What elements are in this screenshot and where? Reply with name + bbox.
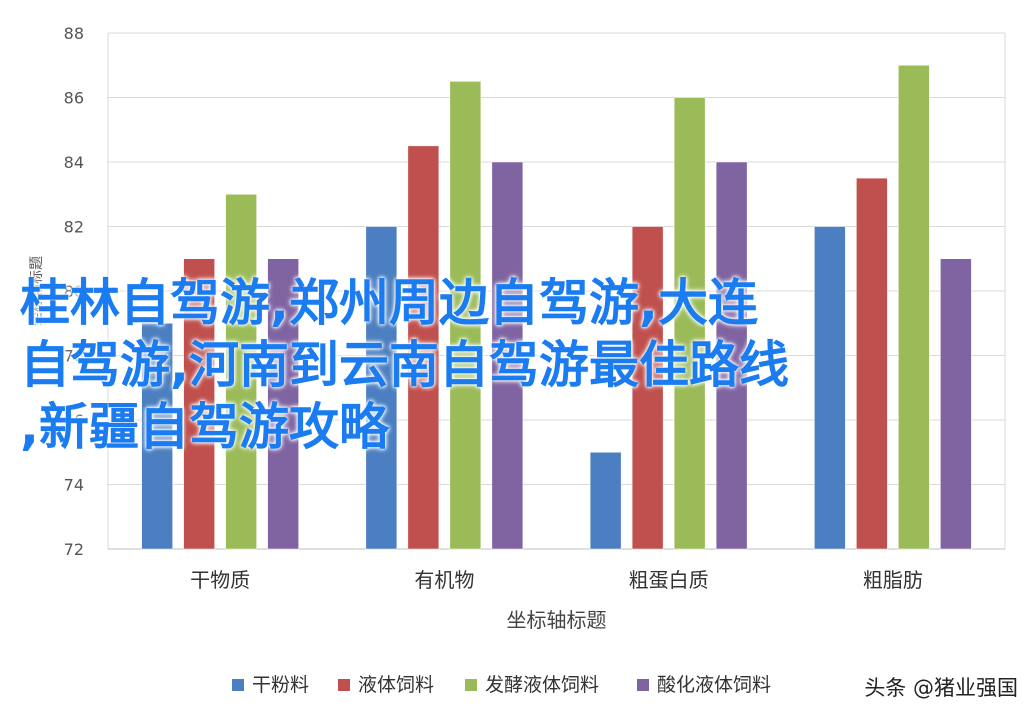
x-tick-label: 粗脂肪 [863, 568, 923, 592]
bar [814, 226, 846, 550]
bar [631, 226, 664, 550]
y-tick-label: 86 [64, 89, 84, 108]
axes [107, 33, 1006, 550]
x-tick-label: 有机物 [414, 568, 474, 592]
bar [491, 161, 524, 550]
legend-swatch [637, 679, 649, 691]
bar [407, 145, 440, 550]
legend-swatch [338, 679, 350, 691]
legend-label: 酸化液体饲料 [657, 674, 771, 696]
bar [267, 258, 299, 550]
x-tick-label: 干物质 [190, 568, 250, 592]
y-tick-label: 88 [64, 24, 84, 43]
x-axis-title: 坐标轴标题 [507, 608, 607, 632]
y-tick-label: 72 [64, 540, 84, 559]
watermark-text: 头条 @猪业强国 [864, 676, 1018, 700]
grid-lines [108, 32, 1005, 550]
bar [940, 258, 972, 550]
y-tick-label: 84 [64, 153, 84, 172]
bar [589, 452, 622, 550]
x-tick-label: 粗蛋白质 [629, 568, 709, 592]
y-axis-title: 坐标轴标题 [29, 256, 45, 326]
legend-label: 干粉料 [252, 674, 309, 696]
legend: 干粉料 液体饲料 发酵液体饲料 酸化液体饲料 [232, 674, 771, 696]
y-tick-label: 74 [64, 476, 84, 495]
bar [449, 81, 482, 550]
legend-swatch [465, 679, 477, 691]
y-tick-label: 80 [64, 282, 84, 301]
legend-label: 发酵液体饲料 [485, 674, 599, 696]
y-tick-label: 82 [64, 218, 84, 237]
y-tick-label: 76 [64, 411, 84, 430]
bar [365, 226, 398, 550]
bar [673, 97, 706, 550]
overlay-headline: 桂林自驾游,郑州周边自驾游,大连 自驾游,河南到云南自驾游最佳路线 ,新疆自驾游… [20, 274, 789, 456]
bar [183, 258, 215, 550]
bars [141, 65, 972, 550]
y-tick-label: 78 [64, 347, 84, 366]
bar [898, 65, 930, 550]
legend-swatch [232, 679, 244, 691]
bar [225, 194, 257, 550]
legend-label: 液体饲料 [358, 674, 434, 696]
bar [141, 323, 173, 550]
bar [715, 161, 748, 550]
bar [856, 177, 888, 550]
